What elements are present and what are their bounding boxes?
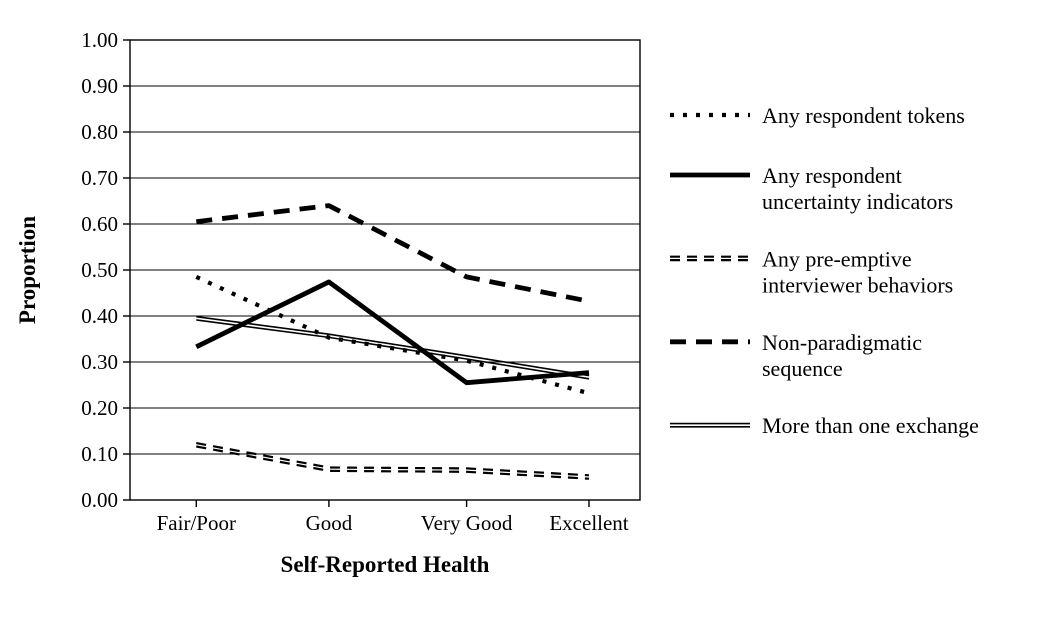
legend-label-nonpara: sequence: [762, 356, 843, 381]
y-tick-label: 0.60: [81, 212, 118, 236]
y-tick-label: 0.40: [81, 304, 118, 328]
y-tick-label: 0.80: [81, 120, 118, 144]
legend-label-preemptive: Any pre-emptive: [762, 246, 912, 271]
y-tick-label: 1.00: [81, 28, 118, 52]
chart-svg: 0.00 0.10 0.20 0.30 0.40 0.50 0.60 0.70 0.80 0.90…: [0, 0, 1050, 636]
legend-label-nonpara: Non-paradigmatic: [762, 330, 922, 355]
y-tick-label: 0.90: [81, 74, 118, 98]
x-tick-label: Very Good: [421, 511, 513, 535]
x-tick-label: Good: [306, 511, 353, 535]
x-tick-label: Fair/Poor: [157, 511, 236, 535]
x-tick-label: Excellent: [549, 511, 628, 535]
y-tick-label: 0.00: [81, 488, 118, 512]
legend-label-exchange: More than one exchange: [762, 413, 979, 438]
y-tick-label: 0.10: [81, 442, 118, 466]
y-tick-label: 0.20: [81, 396, 118, 420]
x-axis-label: Self-Reported Health: [281, 552, 490, 577]
proportion-chart: 0.00 0.10 0.20 0.30 0.40 0.50 0.60 0.70 0.80 0.90…: [0, 0, 1050, 636]
legend-label-tokens: Any respondent tokens: [762, 103, 965, 128]
legend-label-uncertainty: Any respondent: [762, 163, 902, 188]
y-tick-label: 0.30: [81, 350, 118, 374]
y-tick-label: 0.50: [81, 258, 118, 282]
legend-label-preemptive: interviewer behaviors: [762, 272, 953, 297]
legend-label-uncertainty: uncertainty indicators: [762, 189, 953, 214]
y-axis-label: Proportion: [15, 216, 40, 324]
y-tick-label: 0.70: [81, 166, 118, 190]
